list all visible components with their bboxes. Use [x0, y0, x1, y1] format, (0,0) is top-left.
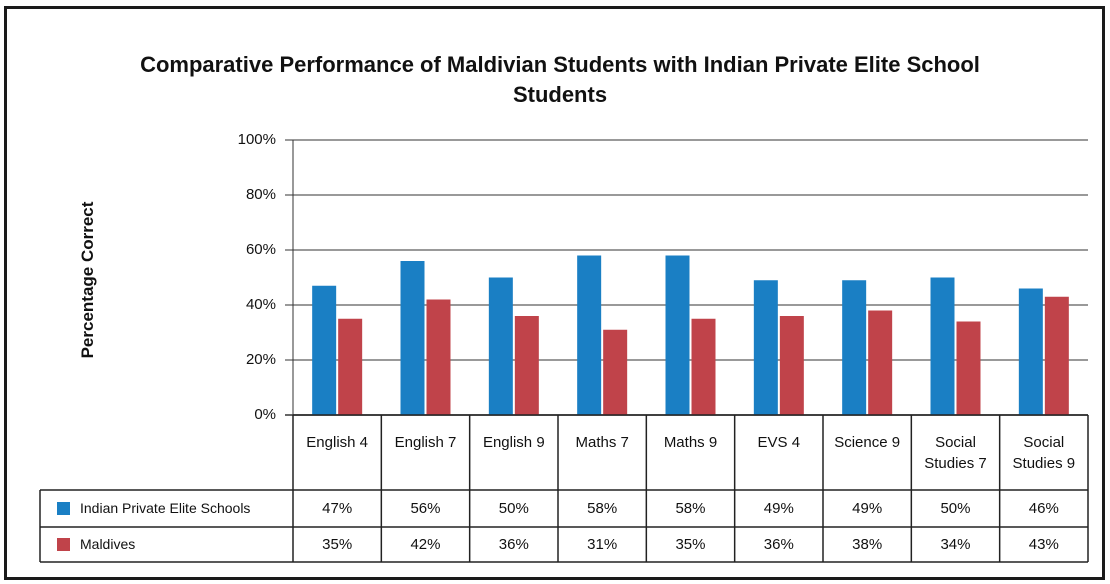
bar-maldives [338, 318, 363, 415]
bar-indian [930, 277, 955, 415]
data-label: 38% [852, 535, 883, 553]
data-label: 36% [498, 535, 529, 553]
bar-maldives [426, 299, 451, 415]
x-tick-label: Science 9 [834, 434, 901, 451]
bar-maldives [956, 321, 981, 415]
bar-indian [1018, 288, 1043, 415]
bar-indian [665, 255, 690, 415]
y-tick-label: 80% [245, 186, 276, 203]
bar-indian [753, 280, 778, 415]
bar-maldives [1044, 296, 1069, 415]
bar-maldives [779, 316, 804, 415]
data-label: 42% [410, 535, 441, 553]
data-label: 50% [498, 499, 529, 517]
x-tick-label: Maths 7 [575, 434, 629, 451]
y-tick-label: 20% [245, 351, 276, 368]
bar-indian [312, 285, 337, 415]
data-label: 47% [322, 499, 353, 517]
x-tick-label: Maths 9 [663, 434, 718, 451]
data-label: 43% [1028, 535, 1059, 553]
bar-indian [400, 261, 425, 415]
bar-indian [842, 280, 867, 415]
y-tick-label: 40% [245, 296, 276, 313]
data-label: 49% [763, 499, 794, 517]
y-tick-label: 100% [237, 131, 276, 148]
legend-swatch [57, 537, 70, 551]
legend-label: Maldives [80, 535, 136, 552]
bar-indian [488, 277, 513, 415]
data-label: 46% [1028, 499, 1059, 517]
data-label: 36% [763, 535, 794, 553]
data-label: 50% [940, 499, 971, 517]
bar-maldives [868, 310, 893, 415]
y-tick-label: 60% [245, 241, 276, 258]
x-tick-label: English 4 [306, 434, 369, 451]
bar-maldives [514, 316, 539, 415]
data-label: 31% [587, 535, 618, 553]
bar-maldives [691, 318, 716, 415]
data-label: 49% [852, 499, 883, 517]
y-tick-label: 0% [254, 406, 276, 423]
data-label: 56% [410, 499, 441, 517]
data-label: 34% [940, 535, 971, 553]
legend-swatch [57, 501, 70, 515]
x-tick-label: English 9 [482, 434, 545, 451]
legend-label: Indian Private Elite Schools [80, 499, 251, 516]
chart-frame [4, 6, 1105, 580]
data-label: 58% [587, 499, 618, 517]
x-tick-label: EVS 4 [757, 434, 801, 451]
data-label: 35% [322, 535, 353, 553]
bar-indian [577, 255, 602, 415]
x-tick-label: English 7 [394, 434, 457, 451]
x-tick-label: Social Studies 7 [924, 434, 987, 472]
data-label: 58% [675, 499, 706, 517]
x-tick-label: Social Studies 9 [1012, 434, 1076, 472]
data-label: 35% [675, 535, 706, 553]
bar-maldives [603, 329, 628, 415]
chart-title: Comparative Performance of Maldivian Stu… [140, 52, 980, 107]
